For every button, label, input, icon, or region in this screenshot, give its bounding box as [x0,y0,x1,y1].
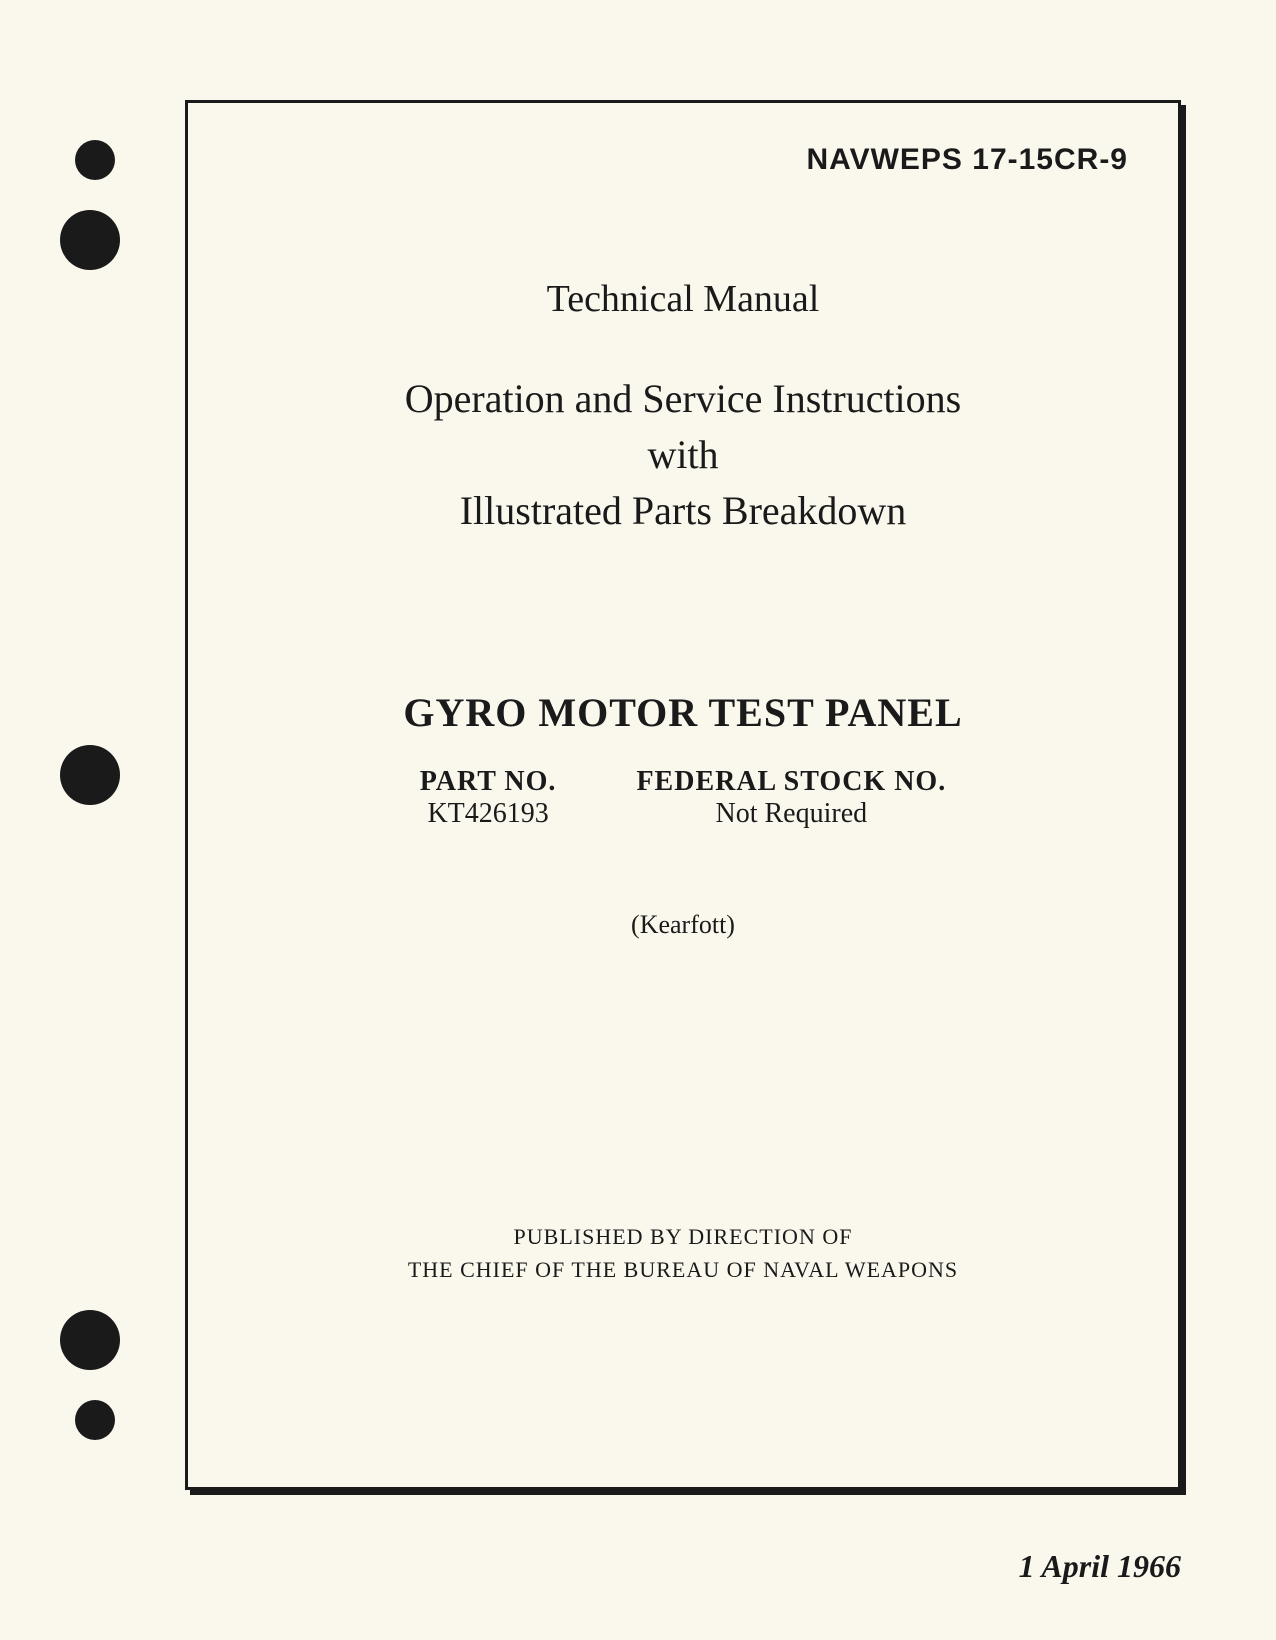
federal-stock-value: Not Required [636,798,946,830]
publication-date: 1 April 1966 [1019,1548,1181,1585]
punch-hole [75,140,115,180]
federal-stock-column: FEDERAL STOCK NO. Not Required [636,766,946,830]
equipment-title: GYRO MOTOR TEST PANEL [238,689,1128,736]
publisher: PUBLISHED BY DIRECTION OF THE CHIEF OF T… [238,1220,1128,1286]
manufacturer: (Kearfott) [238,910,1128,940]
part-info-row: PART NO. KT426193 FEDERAL STOCK NO. Not … [238,766,1128,830]
subtitle-line1: Operation and Service Instructions [405,376,962,421]
document-number: NAVWEPS 17-15CR-9 [238,143,1128,177]
punch-hole [60,210,120,270]
subtitle: Operation and Service Instructions with … [238,371,1128,539]
manual-type: Technical Manual [238,277,1128,321]
part-no-label: PART NO. [420,766,557,798]
publisher-line2: THE CHIEF OF THE BUREAU OF NAVAL WEAPONS [408,1257,958,1282]
content-frame: NAVWEPS 17-15CR-9 Technical Manual Opera… [185,100,1181,1490]
subtitle-line3: Illustrated Parts Breakdown [460,488,907,533]
punch-hole [75,1400,115,1440]
punch-hole [60,1310,120,1370]
punch-hole [60,745,120,805]
part-no-value: KT426193 [420,798,557,830]
federal-stock-label: FEDERAL STOCK NO. [636,766,946,798]
document-page: NAVWEPS 17-15CR-9 Technical Manual Opera… [0,0,1276,1640]
subtitle-line2: with [647,432,718,477]
part-number-column: PART NO. KT426193 [420,766,557,830]
publisher-line1: PUBLISHED BY DIRECTION OF [514,1224,853,1249]
